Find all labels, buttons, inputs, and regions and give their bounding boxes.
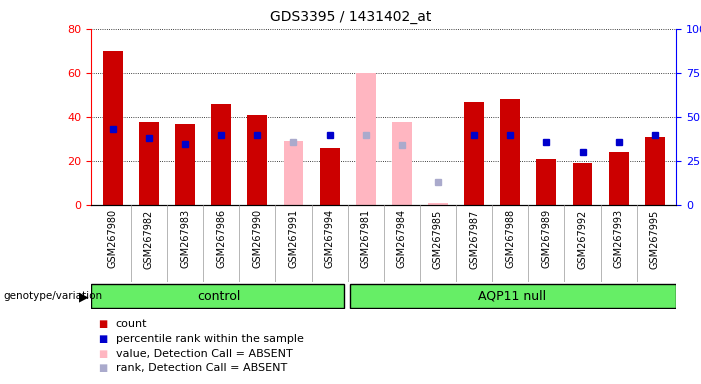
- Text: GSM267987: GSM267987: [469, 209, 479, 268]
- Text: GSM267992: GSM267992: [578, 209, 587, 268]
- Bar: [392, 121, 411, 205]
- Bar: [211, 104, 231, 205]
- Bar: [175, 124, 195, 205]
- Text: GSM267994: GSM267994: [325, 209, 334, 268]
- Bar: [91, 284, 344, 308]
- Text: GSM267983: GSM267983: [180, 209, 190, 268]
- Bar: [356, 73, 376, 205]
- Text: GSM267990: GSM267990: [252, 209, 262, 268]
- Text: ▶: ▶: [79, 290, 89, 303]
- Text: GSM267991: GSM267991: [289, 209, 299, 268]
- Text: value, Detection Call = ABSENT: value, Detection Call = ABSENT: [116, 349, 292, 359]
- Bar: [428, 203, 448, 205]
- Text: GSM267988: GSM267988: [505, 209, 515, 268]
- Bar: [139, 121, 159, 205]
- Bar: [608, 152, 629, 205]
- Bar: [501, 99, 520, 205]
- Bar: [283, 141, 304, 205]
- Bar: [645, 137, 665, 205]
- Text: GDS3395 / 1431402_at: GDS3395 / 1431402_at: [270, 10, 431, 23]
- Text: ■: ■: [98, 334, 107, 344]
- Bar: [464, 102, 484, 205]
- Text: GSM267982: GSM267982: [144, 209, 154, 268]
- Bar: [536, 159, 557, 205]
- Text: GSM267993: GSM267993: [613, 209, 624, 268]
- Text: control: control: [198, 290, 241, 303]
- Text: GSM267995: GSM267995: [650, 209, 660, 268]
- Text: count: count: [116, 319, 147, 329]
- Text: ■: ■: [98, 349, 107, 359]
- Text: ■: ■: [98, 319, 107, 329]
- Text: GSM267989: GSM267989: [541, 209, 552, 268]
- Text: percentile rank within the sample: percentile rank within the sample: [116, 334, 304, 344]
- Text: ■: ■: [98, 363, 107, 373]
- Bar: [350, 284, 676, 308]
- Text: rank, Detection Call = ABSENT: rank, Detection Call = ABSENT: [116, 363, 287, 373]
- Text: GSM267985: GSM267985: [433, 209, 443, 268]
- Text: GSM267986: GSM267986: [216, 209, 226, 268]
- Text: genotype/variation: genotype/variation: [4, 291, 102, 301]
- Text: AQP11 null: AQP11 null: [478, 290, 546, 303]
- Bar: [103, 51, 123, 205]
- Bar: [247, 115, 267, 205]
- Bar: [573, 164, 592, 205]
- Bar: [320, 148, 339, 205]
- Text: GSM267981: GSM267981: [361, 209, 371, 268]
- Text: GSM267980: GSM267980: [108, 209, 118, 268]
- Text: GSM267984: GSM267984: [397, 209, 407, 268]
